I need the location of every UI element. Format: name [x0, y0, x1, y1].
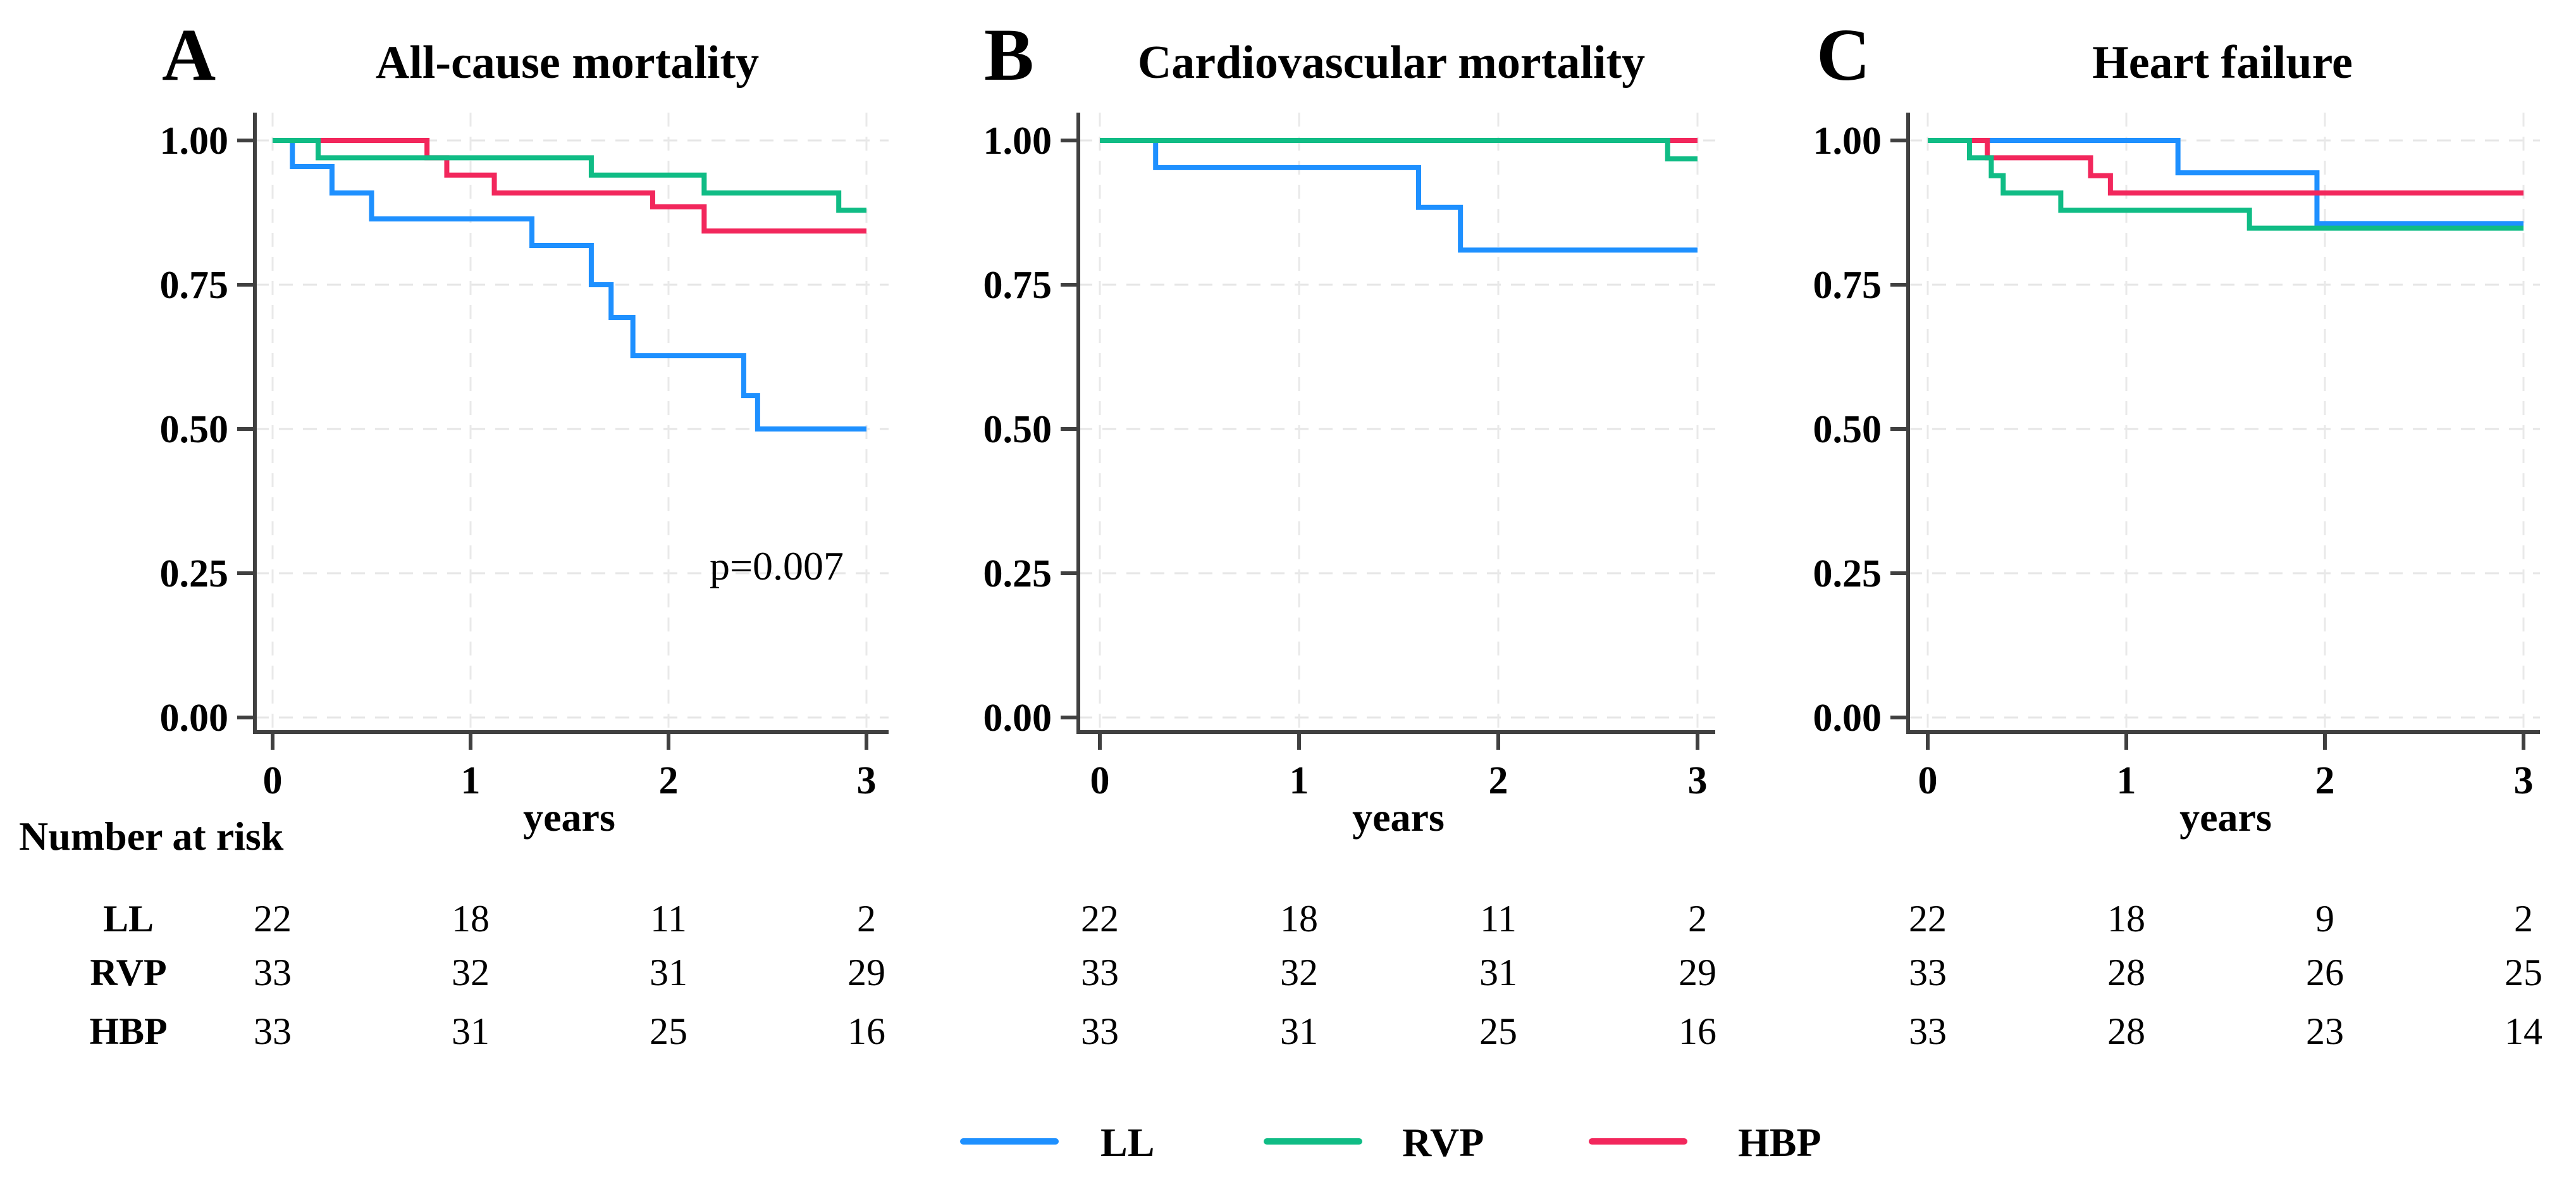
risk-value-ll-c-t3: 2 [2514, 898, 2533, 940]
km-curve-hbp-panel-a [273, 138, 866, 234]
risk-value-ll-b-t3: 2 [1688, 898, 1707, 940]
risk-value-hbp-a-t3: 16 [847, 1010, 885, 1052]
risk-value-rvp-a-t1: 32 [452, 952, 490, 993]
panel-letter-a: A [162, 13, 216, 96]
legend-line-hbp [1589, 1138, 1687, 1145]
y-tick-label: 0.50 [160, 408, 229, 451]
y-tick-label: 0.75 [160, 264, 229, 307]
x-tick-label: 2 [1489, 759, 1508, 802]
x-tick-label: 2 [2315, 759, 2335, 802]
x-tick-label: 0 [263, 759, 283, 802]
x-tick-label: 3 [857, 759, 877, 802]
y-tick-label: 0.50 [1813, 408, 1882, 451]
risk-row-label-ll: LL [102, 898, 154, 940]
x-axis-label-c: years [2179, 795, 2272, 840]
risk-value-hbp-c-t2: 23 [2306, 1010, 2344, 1052]
risk-value-rvp-a-t0: 33 [254, 952, 292, 993]
risk-value-rvp-b-t3: 29 [1679, 952, 1716, 993]
panel-letter-c: C [1816, 13, 1871, 96]
x-tick-label: 3 [1688, 759, 1708, 802]
charts-canvas: 1.00 0.75 0.50 0.25 0.00 0 1 2 3 1.00 0.75 0.50 0.25… [160, 113, 2540, 802]
y-tick-label: 0.25 [983, 552, 1052, 595]
y-tick-label: 0.75 [983, 264, 1052, 307]
risk-value-ll-b-t1: 18 [1280, 898, 1318, 940]
km-curve-ll-panel-b [1100, 138, 1698, 253]
risk-value-hbp-b-t1: 31 [1280, 1010, 1318, 1052]
risk-value-ll-b-t2: 11 [1480, 898, 1517, 940]
risk-value-hbp-a-t2: 25 [650, 1010, 687, 1052]
risk-value-rvp-b-t2: 31 [1479, 952, 1517, 993]
risk-value-ll-c-t0: 22 [1909, 898, 1947, 940]
y-tick-label: 0.25 [1813, 552, 1882, 595]
legend-line-ll [960, 1138, 1059, 1145]
x-tick-label: 0 [1918, 759, 1938, 802]
risk-value-ll-c-t2: 9 [2315, 898, 2334, 940]
risk-value-hbp-c-t3: 14 [2505, 1010, 2542, 1052]
risk-value-rvp-c-t3: 25 [2505, 952, 2542, 993]
risk-value-rvp-c-t0: 33 [1909, 952, 1947, 993]
risk-value-hbp-a-t0: 33 [254, 1010, 292, 1052]
risk-value-ll-a-t0: 22 [254, 898, 292, 940]
panel-title-a: All-cause mortality [375, 37, 760, 89]
legend-label-ll: LL [1100, 1120, 1155, 1165]
risk-value-ll-b-t0: 22 [1081, 898, 1119, 940]
risk-value-hbp-b-t2: 25 [1479, 1010, 1517, 1052]
risk-value-hbp-a-t1: 31 [452, 1010, 490, 1052]
x-tick-label: 1 [2117, 759, 2136, 802]
risk-row-label-rvp: RVP [90, 952, 167, 993]
risk-value-rvp-a-t3: 29 [847, 952, 885, 993]
km-curve-ll-panel-c [1928, 138, 2524, 227]
legend-label-rvp: RVP [1402, 1120, 1484, 1165]
y-tick-label: 0.75 [1813, 264, 1882, 307]
risk-value-rvp-c-t2: 26 [2306, 952, 2344, 993]
x-tick-label: 0 [1090, 759, 1110, 802]
x-tick-label: 2 [659, 759, 679, 802]
x-tick-label: 1 [461, 759, 481, 802]
risk-value-rvp-b-t1: 32 [1280, 952, 1318, 993]
risk-value-hbp-c-t1: 28 [2107, 1010, 2145, 1052]
y-tick-label: 0.50 [983, 408, 1052, 451]
km-curve-rvp-panel-b [1100, 138, 1698, 162]
risk-table-heading: Number at risk [19, 814, 284, 859]
risk-value-hbp-c-t0: 33 [1909, 1010, 1947, 1052]
risk-value-ll-a-t3: 2 [857, 898, 876, 940]
y-tick-label: 0.00 [160, 697, 229, 740]
p-value-annotation: p=0.007 [709, 543, 844, 588]
risk-value-ll-a-t2: 11 [650, 898, 687, 940]
km-curve-rvp-panel-c [1928, 138, 2524, 231]
y-tick-label: 1.00 [983, 120, 1052, 163]
y-tick-label: 0.00 [983, 697, 1052, 740]
legend-line-rvp [1264, 1138, 1362, 1145]
risk-value-rvp-c-t1: 28 [2107, 952, 2145, 993]
km-curve-rvp-panel-a [273, 138, 866, 213]
risk-value-ll-a-t1: 18 [452, 898, 490, 940]
panel-letter-b: B [984, 13, 1034, 96]
risk-value-rvp-b-t0: 33 [1081, 952, 1119, 993]
x-axis-label-a: years [523, 795, 615, 840]
risk-value-rvp-a-t2: 31 [650, 952, 687, 993]
risk-value-hbp-b-t3: 16 [1679, 1010, 1716, 1052]
y-tick-label: 1.00 [160, 120, 229, 163]
km-curve-hbp-panel-c [1928, 138, 2524, 196]
x-tick-label: 3 [2514, 759, 2534, 802]
panel-title-c: Heart failure [2092, 37, 2353, 89]
risk-row-label-hbp: HBP [89, 1010, 168, 1052]
risk-value-hbp-b-t0: 33 [1081, 1010, 1119, 1052]
x-axis-label-b: years [1352, 795, 1445, 840]
legend-label-hbp: HBP [1738, 1120, 1821, 1165]
x-tick-label: 1 [1290, 759, 1309, 802]
panel-title-b: Cardiovascular mortality [1137, 37, 1646, 89]
y-tick-label: 0.25 [160, 552, 229, 595]
y-tick-label: 1.00 [1813, 120, 1882, 163]
risk-value-ll-c-t1: 18 [2107, 898, 2145, 940]
km-curve-ll-panel-a [273, 138, 866, 432]
y-tick-label: 0.00 [1813, 697, 1882, 740]
